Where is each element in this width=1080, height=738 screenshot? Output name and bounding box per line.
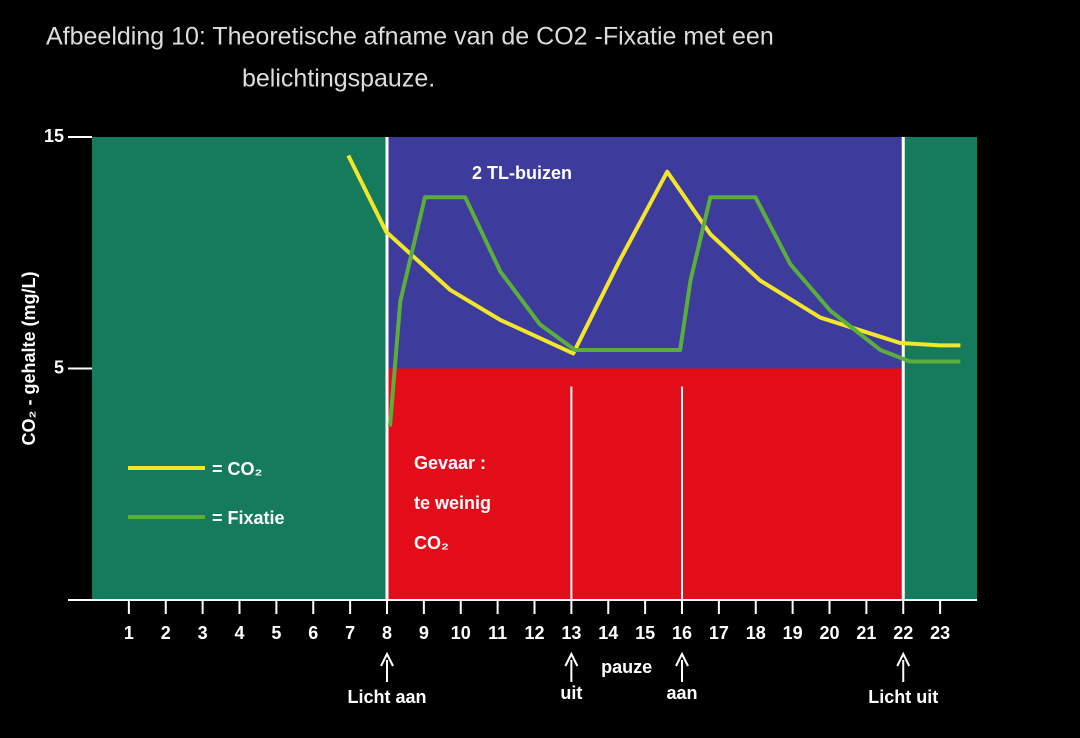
x-tick-label: 23 xyxy=(930,623,950,643)
chart-title: belichtingspauze. xyxy=(242,65,435,93)
marker-arrow xyxy=(380,651,394,682)
x-tick-label: 8 xyxy=(382,623,392,643)
x-tick-label: 5 xyxy=(271,623,281,643)
marker-label: Licht uit xyxy=(868,687,938,707)
danger-label: CO₂ xyxy=(414,533,449,553)
legend-label: = Fixatie xyxy=(212,508,285,528)
x-tick-label: 19 xyxy=(783,623,803,643)
light-region xyxy=(387,137,904,369)
x-tick-label: 11 xyxy=(488,623,507,643)
marker-label: Licht aan xyxy=(347,687,426,707)
x-tick-label: 18 xyxy=(746,623,766,643)
x-tick-label: 20 xyxy=(819,623,839,643)
data-line xyxy=(387,195,961,427)
x-tick-label: 12 xyxy=(524,623,544,643)
x-tick-label: 15 xyxy=(635,623,655,643)
x-tick-label: 7 xyxy=(345,623,355,643)
x-tick-label: 21 xyxy=(856,623,876,643)
chart-title: Afbeelding 10: Theoretische afname van d… xyxy=(46,23,774,51)
x-tick-label: 6 xyxy=(308,623,318,643)
x-tick-label: 17 xyxy=(709,623,729,643)
legend-label: = CO₂ xyxy=(212,459,263,479)
x-tick-label: 16 xyxy=(672,623,692,643)
marker-label: aan xyxy=(666,683,697,703)
x-tick-label: 14 xyxy=(598,623,618,643)
x-tick-label: 10 xyxy=(451,623,471,643)
pause-label: pauze xyxy=(601,657,652,677)
x-tick-label: 2 xyxy=(161,623,171,643)
x-tick-label: 22 xyxy=(893,623,913,643)
x-tick-label: 4 xyxy=(234,623,244,643)
light-label: 2 TL-buizen xyxy=(472,163,572,183)
danger-label: te weinig xyxy=(414,493,491,513)
data-line xyxy=(346,154,961,356)
marker-arrow xyxy=(896,651,911,682)
x-tick-label: 3 xyxy=(198,623,208,643)
y-tick-label: 15 xyxy=(44,126,64,146)
marker-arrow xyxy=(564,651,579,682)
y-tick-label: 5 xyxy=(54,357,64,377)
danger-region xyxy=(387,368,904,600)
marker-arrow xyxy=(675,651,689,682)
danger-label: Gevaar : xyxy=(414,453,486,473)
x-tick-label: 13 xyxy=(561,623,581,643)
y-axis-label: CO₂ - gehalte (mg/L) xyxy=(19,271,39,445)
x-tick-label: 1 xyxy=(124,623,134,643)
marker-label: uit xyxy=(560,683,582,703)
x-tick-label: 9 xyxy=(419,623,429,643)
